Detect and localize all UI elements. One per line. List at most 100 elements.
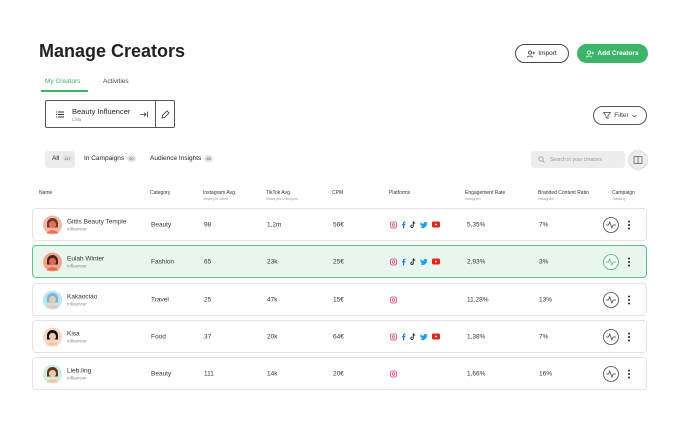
more-icon [628,257,630,266]
column-title: Instagram Avg. [203,190,237,196]
list-name: Beauty Influencer [72,107,131,116]
column-subtitle: Instagram [465,197,481,201]
cell-tiktok-avg: 23k [267,258,278,265]
more-icon [628,332,630,341]
add-label: Add Creators [597,50,639,57]
creator-name: Lieb.ling [67,367,92,374]
cell-category: Travel [151,296,169,303]
tracking-button[interactable] [603,365,619,382]
search-placeholder: Search in your creators [550,156,602,163]
segment[interactable]: All 117 [52,155,73,162]
segment-count: 117 [62,155,73,162]
cell-branded-ratio: 3% [539,258,549,265]
twitter-icon [420,333,428,340]
instagram-icon [390,258,397,265]
cell-category: Food [151,333,166,340]
avatar [43,215,62,234]
segment-label: In Campaigns [84,155,125,162]
list-type: Lists [72,117,82,122]
segment[interactable]: Audience Insights 45 [150,155,213,162]
instagram-icon [390,221,397,228]
more-menu[interactable] [627,332,631,342]
list-selector[interactable]: Beauty Influencer Lists [45,100,175,128]
creator-role: Influencer [67,301,87,306]
column-header: Campaign Tracking [612,190,635,201]
cell-cpm: 15€ [333,296,344,303]
twitter-icon [420,221,428,228]
creator-row[interactable]: Kisa Influencer Food 37 20k 64€ 1,38% 7% [32,320,647,353]
cell-category: Beauty [151,221,172,228]
cell-instagram-avg: 111 [204,370,214,377]
column-title: CPM [332,190,344,196]
filter-button[interactable]: Filter [593,106,647,125]
column-header: CPM [332,190,343,196]
creator-name: Kakaociao [67,293,98,300]
tiktok-icon [410,221,416,228]
avatar [43,327,62,346]
more-icon [628,369,630,378]
tracking-icon [603,253,619,270]
instagram-icon [390,333,397,340]
platforms [390,258,440,265]
creator-name-cell: Lieb.ling Influencer [67,367,91,380]
creator-row[interactable]: Gittis Beauty Temple Influencer Beauty 98 1,… [32,208,647,241]
creator-role: Influencer [67,375,87,380]
segment-label: All [52,155,60,162]
tracking-button[interactable] [603,253,619,270]
cell-tiktok-avg: 20k [267,333,278,340]
cell-tiktok-avg: 47k [267,296,278,303]
search-box[interactable]: Search in your creators [531,151,625,168]
creator-row[interactable]: Kakaociao Influencer Travel 25 47k 15€ 11,28% 1… [32,283,647,316]
edit-icon[interactable] [161,110,170,119]
list-icon [56,111,64,118]
youtube-icon [432,258,440,265]
column-title: Category [150,190,171,196]
tracking-icon [603,328,619,345]
creator-row[interactable]: Eulah Winter Influencer Fashion 65 23k 25€ 2,9… [32,245,647,278]
cell-instagram-avg: 65 [204,258,212,265]
tracking-button[interactable] [603,291,619,308]
import-label: Import [538,50,557,57]
platforms [390,333,440,340]
add-creators-button[interactable]: Add Creators [577,44,648,63]
creator-name: Eulah Winter [67,255,105,262]
tab[interactable]: My Creators [45,78,81,85]
column-subtitle: Views per Videopost [266,197,298,201]
more-menu[interactable] [627,220,631,230]
more-menu[interactable] [627,257,631,267]
twitter-icon [420,258,428,265]
import-button[interactable]: Import [515,44,569,63]
facebook-icon [402,333,406,340]
column-header: Name [39,190,52,196]
segment[interactable]: In Campaigns 90 [84,155,136,162]
more-icon [628,295,630,304]
tiktok-icon [410,258,416,265]
cell-category: Fashion [151,258,175,265]
cell-branded-ratio: 7% [539,221,549,228]
cell-instagram-avg: 37 [204,333,212,340]
tracking-button[interactable] [603,328,619,345]
avatar-image [43,364,62,383]
avatar [43,290,62,309]
cell-tiktok-avg: 1,2m [267,221,282,228]
more-menu[interactable] [627,295,631,305]
youtube-icon [432,221,440,228]
youtube-icon [432,333,440,340]
columns-button[interactable] [628,150,648,170]
chevron [631,114,637,117]
cell-cpm: 20€ [333,370,344,377]
avatar [43,252,62,271]
platforms [390,370,397,377]
column-title: TikTok Avg. [266,190,292,196]
creator-row[interactable]: Lieb.ling Influencer Beauty 111 14k 20€ 1,66% 1… [32,357,647,390]
more-menu[interactable] [627,369,631,379]
creator-role: Influencer [67,338,87,343]
cell-cpm: 64€ [333,333,344,340]
column-title: Name [39,190,53,196]
tab[interactable]: Activities [103,78,129,85]
creator-name: Kisa [67,330,80,337]
instagram-icon [390,370,397,377]
tracking-button[interactable] [603,216,619,233]
cell-instagram-avg: 25 [204,296,212,303]
